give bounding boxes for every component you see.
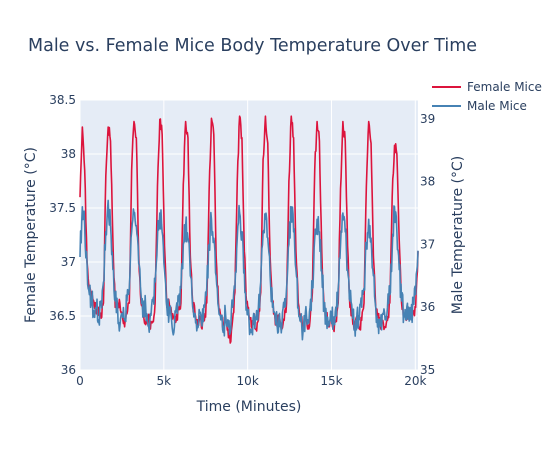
x-axis-label: Time (Minutes) <box>196 399 302 415</box>
left-y-tick-label: 36.5 <box>49 309 76 323</box>
chart-title: Male vs. Female Mice Body Temperature Ov… <box>28 36 477 56</box>
left-y-tick-label: 36 <box>61 363 76 377</box>
x-tick-label: 15k <box>320 374 342 388</box>
right-y-tick-label: 36 <box>420 300 435 314</box>
x-axis-ticks: 0 5k 10k 15k 20k <box>76 374 426 388</box>
series-lines <box>79 115 419 344</box>
right-y-tick-label: 35 <box>420 363 435 377</box>
legend-label-male: Male Mice <box>467 99 527 113</box>
right-y-axis-ticks: 35 36 37 38 39 <box>420 112 435 377</box>
left-y-axis-ticks: 36 36.5 37 37.5 38 38.5 <box>49 93 76 377</box>
right-y-tick-label: 39 <box>420 112 435 126</box>
left-y-tick-label: 38.5 <box>49 93 76 107</box>
right-y-tick-label: 38 <box>420 175 435 189</box>
left-y-axis-label: Female Temperature (°C) <box>23 147 39 323</box>
series-line-male <box>79 199 419 341</box>
left-y-tick-label: 37.5 <box>49 201 76 215</box>
right-y-axis-label: Male Temperature (°C) <box>450 156 466 314</box>
right-y-tick-label: 37 <box>420 237 435 251</box>
legend: Female Mice Male Mice <box>432 80 542 113</box>
left-y-tick-label: 37 <box>61 255 76 269</box>
x-tick-label: 0 <box>76 374 84 388</box>
legend-item-male[interactable]: Male Mice <box>432 99 527 113</box>
legend-label-female: Female Mice <box>467 80 542 94</box>
x-tick-label: 20k <box>404 374 426 388</box>
x-tick-label: 10k <box>237 374 259 388</box>
legend-item-female[interactable]: Female Mice <box>432 80 542 94</box>
x-tick-label: 5k <box>157 374 172 388</box>
left-y-tick-label: 38 <box>61 147 76 161</box>
